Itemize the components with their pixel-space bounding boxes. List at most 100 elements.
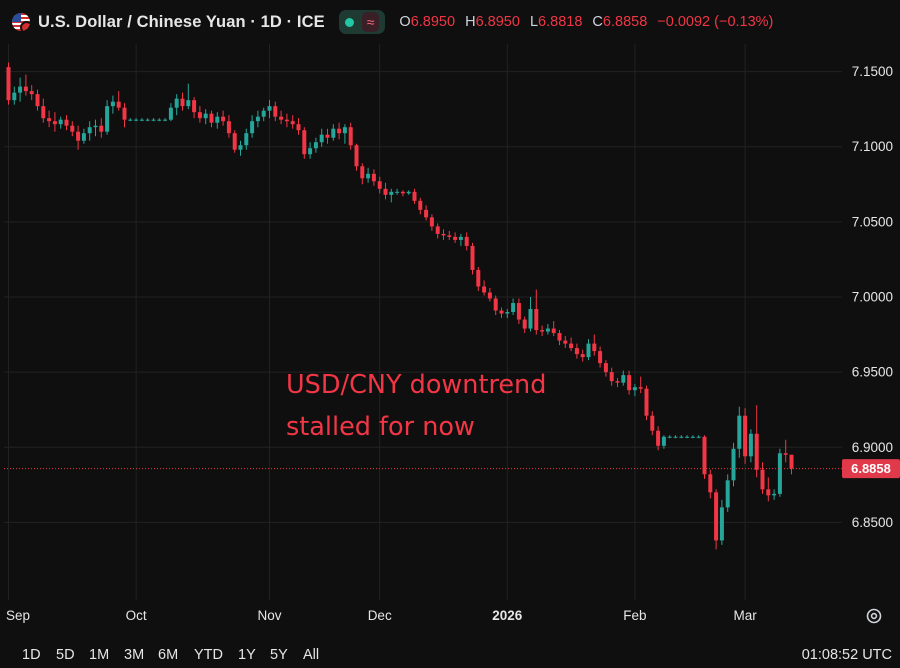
range-ytd-button[interactable]: YTD <box>194 647 223 663</box>
candle <box>777 448 782 497</box>
candle <box>244 128 249 150</box>
candle <box>638 376 643 394</box>
market-status[interactable]: ≈ <box>338 10 386 34</box>
candle <box>586 339 591 361</box>
candle <box>389 188 394 203</box>
candle <box>621 370 626 386</box>
candle <box>464 232 469 251</box>
candle <box>139 118 144 122</box>
candle <box>406 190 411 195</box>
candle <box>319 128 324 147</box>
candle <box>255 110 260 128</box>
time-tick-label: Sep <box>6 608 30 623</box>
candle <box>35 89 40 111</box>
price-axis[interactable]: 7.1500 7.1000 7.0500 7.0000 6.9500 6.9000 6.85… <box>852 64 893 530</box>
candle <box>418 197 423 215</box>
candle <box>400 190 405 197</box>
range-5y-button[interactable]: 5Y <box>270 647 288 663</box>
candle <box>661 435 666 449</box>
candle <box>342 124 347 144</box>
price-tick-label: 7.0000 <box>852 290 893 305</box>
price-tick-label: 7.1000 <box>852 139 893 154</box>
candle <box>221 110 226 126</box>
range-1d-button[interactable]: 1D <box>22 647 41 663</box>
range-all-button[interactable]: All <box>303 647 320 663</box>
candle <box>325 128 330 144</box>
candle <box>41 98 46 123</box>
candle <box>482 280 487 296</box>
candle <box>522 316 527 334</box>
candle <box>685 435 690 439</box>
candle <box>134 118 139 122</box>
candle <box>737 406 742 458</box>
candle <box>99 118 104 138</box>
price-tick-label: 7.0500 <box>852 214 893 229</box>
candle <box>487 287 492 302</box>
range-1m-button[interactable]: 1M <box>89 647 110 663</box>
candle <box>615 378 620 388</box>
candle <box>383 182 388 200</box>
symbol-header: U.S. Dollar / Chinese Yuan · 1D · ICE ≈ … <box>0 0 900 44</box>
range-1y-button[interactable]: 1Y <box>238 647 256 663</box>
candle <box>215 112 220 129</box>
candle <box>627 370 632 395</box>
us-flag-icon <box>12 13 30 31</box>
candle <box>337 122 342 140</box>
candle <box>447 230 452 240</box>
candle <box>569 337 574 352</box>
gear-icon[interactable] <box>864 606 884 626</box>
last-price-label: 6.8858 <box>842 459 900 479</box>
symbol-title[interactable]: U.S. Dollar / Chinese Yuan · 1D · ICE <box>38 12 325 31</box>
price-tick-label: 6.9000 <box>852 440 893 455</box>
utc-clock[interactable]: 01:08:52 UTC <box>801 647 892 663</box>
time-tick-label: Oct <box>126 608 147 623</box>
candle <box>226 115 231 138</box>
candle <box>192 97 197 119</box>
candle <box>128 118 133 122</box>
candle <box>145 118 150 122</box>
candle <box>168 103 173 122</box>
market-open-icon <box>344 17 354 27</box>
candle <box>151 118 156 122</box>
candle <box>331 124 336 141</box>
candle <box>290 115 295 129</box>
candle <box>458 233 463 246</box>
candle <box>302 127 307 159</box>
candle <box>743 408 748 464</box>
ohlc-high: H6.8950 <box>465 14 520 30</box>
candle <box>673 435 678 439</box>
candle <box>157 118 162 122</box>
candle <box>203 109 208 125</box>
candle <box>476 266 481 291</box>
time-axis[interactable]: Sep Oct Nov Dec 2026 Feb Mar <box>6 608 757 623</box>
range-3m-button[interactable]: 3M <box>124 647 145 663</box>
candle <box>563 336 568 349</box>
candle <box>754 405 759 478</box>
candle <box>429 214 434 231</box>
time-tick-label: Mar <box>733 608 757 623</box>
annotation-line-1: USD/CNY downtrend <box>286 370 546 400</box>
range-5d-button[interactable]: 5D <box>56 647 75 663</box>
candle <box>47 110 52 128</box>
candle <box>180 92 185 111</box>
candle <box>354 143 359 171</box>
candle <box>708 469 713 499</box>
candle <box>174 94 179 116</box>
candle <box>493 295 498 316</box>
candle <box>545 324 550 335</box>
candle <box>273 101 278 122</box>
candle <box>360 163 365 185</box>
candle <box>93 119 98 137</box>
candle <box>238 140 243 156</box>
candle <box>18 77 23 102</box>
candle <box>598 346 603 368</box>
footer-toolbar: 1D 5D 1M 3M 6M YTD 1Y 5Y All 01:08:52 UT… <box>0 640 900 668</box>
candle <box>6 62 11 105</box>
price-tick-label: 6.8500 <box>852 515 893 530</box>
candle <box>650 411 655 436</box>
candle <box>186 83 191 110</box>
wave-icon: ≈ <box>361 12 380 32</box>
candle <box>789 454 794 475</box>
range-6m-button[interactable]: 6M <box>158 647 179 663</box>
